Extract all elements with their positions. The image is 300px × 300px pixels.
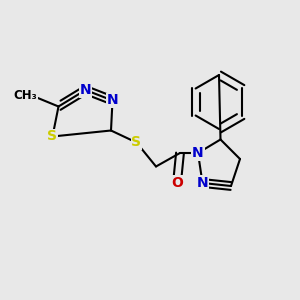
- Text: S: S: [47, 130, 58, 143]
- Text: S: S: [131, 136, 142, 149]
- Text: O: O: [171, 176, 183, 190]
- Text: N: N: [197, 176, 208, 190]
- Text: N: N: [107, 94, 118, 107]
- Text: N: N: [192, 146, 204, 160]
- Text: CH₃: CH₃: [14, 89, 38, 103]
- Text: N: N: [80, 83, 91, 97]
